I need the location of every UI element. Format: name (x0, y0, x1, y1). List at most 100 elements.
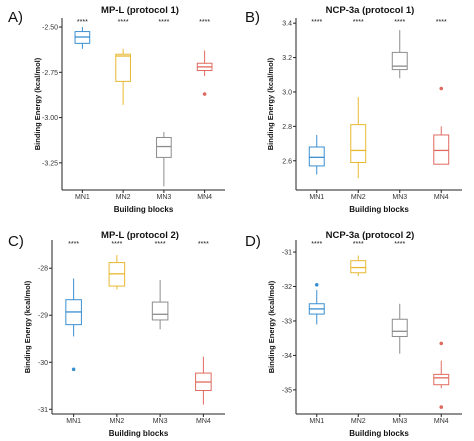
x-tick-label: MN4 (197, 194, 212, 201)
significance-marker: **** (436, 19, 447, 26)
box-iqr (433, 373, 450, 386)
outlier-point (202, 92, 207, 96)
box-iqr (156, 136, 172, 158)
y-tick-label: -2.50 (42, 25, 58, 32)
chart-title: NCP-3a (protocol 2) (326, 230, 415, 241)
y-tick-label: -31 (282, 250, 292, 257)
box-iqr (350, 260, 367, 274)
y-tick-label: 2.6 (282, 158, 292, 165)
significance-marker: **** (394, 241, 405, 248)
box-mn3 (391, 303, 408, 354)
significance-marker: **** (155, 241, 166, 248)
box-iqr (151, 301, 169, 321)
panel-d: D) NCP-3a (protocol 2) -31 -32 -33 -34 -35 Bind… (245, 230, 462, 438)
y-tick-label: -3.25 (42, 160, 58, 167)
x-tick-label: MN1 (66, 418, 81, 425)
significance-marker: **** (353, 241, 364, 248)
x-axis-label: Building blocks (109, 429, 169, 438)
significance-marker: **** (158, 19, 169, 26)
box-iqr (350, 124, 367, 163)
y-tick-label: -30 (38, 360, 48, 367)
box-mn2 (350, 97, 367, 178)
panel-label: D) (245, 233, 261, 250)
significance-marker: **** (118, 19, 129, 26)
significance-marker: **** (353, 19, 364, 26)
y-axis-label: Binding Energy (kcal/mol) (33, 57, 42, 150)
x-tick-label: MN1 (309, 194, 324, 201)
outlier-point (71, 367, 76, 372)
y-tick-label: -29 (38, 313, 48, 320)
x-tick-label: MN4 (434, 194, 449, 201)
box-iqr (115, 53, 131, 82)
y-tick-label: 3.2 (282, 55, 292, 62)
box-mn3 (151, 279, 169, 330)
significance-marker: **** (199, 19, 210, 26)
x-tick-label: MN2 (116, 194, 131, 201)
box-mn4 (433, 341, 450, 409)
x-tick-label: MN2 (109, 418, 124, 425)
box-mn2 (115, 48, 131, 105)
y-tick-label: -3.00 (42, 115, 58, 122)
panel-a: A) MP-L (protocol 1) -2.50 -2.75 -3.00 -3.25 B… (8, 5, 225, 214)
outlier-point (314, 282, 319, 287)
significance-marker: **** (394, 19, 405, 26)
outlier-point (439, 86, 444, 91)
significance-marker: **** (111, 241, 122, 248)
significance-marker: **** (77, 19, 88, 26)
y-axis-label: Binding Energy (kcal/mol) (266, 57, 275, 150)
y-axis-label: Binding Energy (kcal/mol) (267, 280, 276, 373)
y-tick-label: 2.8 (282, 124, 292, 131)
y-tick-label: -35 (282, 387, 292, 394)
y-tick-label: -31 (38, 407, 48, 414)
x-tick-label: MN3 (392, 194, 407, 201)
significance-marker: **** (68, 241, 79, 248)
x-tick-label: MN4 (434, 418, 449, 425)
x-tick-label: MN4 (196, 418, 211, 425)
box-mn2 (108, 255, 126, 290)
x-axis-label: Building blocks (349, 205, 409, 214)
y-tick-label: 3.4 (282, 21, 292, 28)
panel-label: C) (8, 233, 24, 250)
box-mn4 (196, 50, 213, 96)
box-iqr (391, 318, 408, 337)
x-tick-label: MN3 (392, 418, 407, 425)
x-axis-label: Building blocks (349, 429, 409, 438)
outlier-point (439, 341, 444, 346)
box-mn3 (156, 132, 172, 187)
x-tick-label: MN1 (75, 194, 90, 201)
significance-marker: **** (198, 241, 209, 248)
significance-marker: **** (311, 241, 322, 248)
x-axis-label: Building blocks (114, 205, 174, 214)
box-mn2 (350, 255, 367, 277)
outlier-point (439, 405, 444, 409)
box-mn1 (65, 278, 82, 372)
chart-title: MP-L (protocol 1) (101, 5, 179, 16)
y-tick-label: -2.75 (42, 70, 58, 77)
y-tick-label: -33 (282, 318, 292, 325)
y-tick-label: -28 (38, 266, 48, 273)
x-tick-label: MN3 (153, 418, 168, 425)
chart-title: MP-L (protocol 2) (101, 230, 179, 241)
box-mn4 (433, 86, 450, 165)
box-mn4 (195, 356, 212, 405)
x-tick-label: MN2 (351, 418, 366, 425)
y-tick-label: 3.0 (282, 89, 292, 96)
box-iqr (433, 134, 450, 165)
panel-label: A) (8, 9, 23, 26)
chart-title: NCP-3a (protocol 1) (326, 5, 415, 16)
panel-c: C) MP-L (protocol 2) -28 -29 -30 -31 Binding E… (8, 230, 225, 438)
significance-marker: **** (311, 19, 322, 26)
box-mn3 (391, 30, 408, 79)
box-mn1 (74, 27, 91, 49)
box-mn1 (308, 282, 325, 325)
x-tick-label: MN3 (156, 194, 171, 201)
box-iqr (391, 51, 408, 71)
panel-b: B) NCP-3a (protocol 1) 2.6 2.8 3.0 3.2 3.4 Bind… (245, 5, 462, 214)
box-iqr (308, 146, 325, 167)
x-tick-label: MN1 (309, 418, 324, 425)
y-tick-label: -34 (282, 353, 292, 360)
x-tick-label: MN2 (351, 194, 366, 201)
panel-label: B) (245, 9, 260, 26)
y-axis-label: Binding Energy (kcal/mol) (23, 280, 32, 373)
